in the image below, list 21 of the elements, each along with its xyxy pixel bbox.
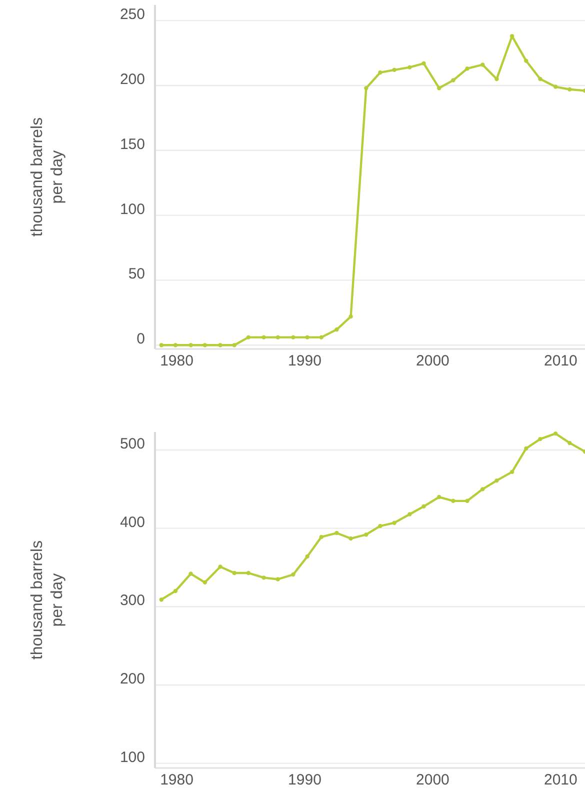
y-tick-label: 100 — [120, 200, 145, 218]
y-tick-label: 200 — [120, 670, 145, 688]
y-axis-title: thousand barrels per day — [29, 117, 66, 237]
x-tick-label: 2010 — [544, 772, 578, 789]
x-tick-label: 2000 — [416, 772, 450, 789]
x-tick-label: 1990 — [288, 772, 322, 789]
x-tick-label: 2000 — [416, 352, 450, 370]
y-axis-title: thousand barrels per day — [29, 540, 66, 660]
y-tick-label: 0 — [136, 330, 145, 348]
x-tick-label: 1980 — [160, 352, 194, 370]
y-tick-label: 250 — [120, 6, 145, 24]
x-tick-label: 1990 — [288, 352, 322, 370]
y-tick-label: 200 — [120, 70, 145, 88]
x-tick-label: 2010 — [544, 352, 578, 370]
x-tick-label: 1980 — [160, 772, 194, 789]
y-tick-label: 400 — [120, 514, 145, 531]
y-tick-label: 50 — [128, 266, 145, 283]
y-tick-label: 150 — [120, 136, 145, 153]
y-tick-label: 100 — [120, 748, 145, 766]
y-tick-label: 300 — [120, 592, 145, 610]
y-tick-label: 500 — [120, 436, 145, 453]
